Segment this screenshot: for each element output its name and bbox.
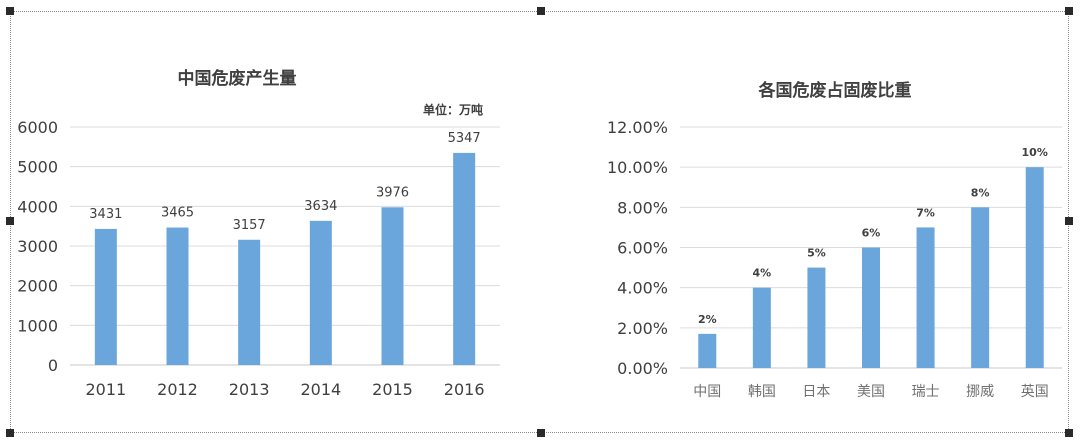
- data-label: 4%: [753, 267, 772, 280]
- bar-英国: [1025, 167, 1044, 368]
- bars: [698, 167, 1044, 368]
- y-tick-label: 0.00%: [617, 359, 668, 378]
- data-label: 5%: [807, 247, 826, 260]
- x-tick-label: 中国: [693, 384, 721, 400]
- resize-handle-bottom-left[interactable]: [6, 429, 14, 437]
- bar-中国: [698, 333, 717, 368]
- data-labels: 2% 4% 5% 6% 7% 8% 10%: [698, 146, 1048, 326]
- y-tick-label: 6000: [17, 118, 58, 137]
- x-tick-label: 美国: [857, 384, 885, 400]
- x-axis-tick-labels: 2011 2012 2013 2014 2015 2016: [85, 380, 484, 399]
- bar-2013: [238, 239, 261, 365]
- hazardous-waste-output-chart: 中国危废产生量 单位：万吨 0100020003000400050006000 …: [17, 68, 500, 399]
- bar-2016: [453, 152, 476, 365]
- data-label: 3976: [376, 185, 409, 200]
- y-tick-label: 12.00%: [607, 118, 668, 137]
- x-axis-tick-labels: 中国 韩国 日本 美国 瑞士 挪威 英国: [693, 383, 1048, 400]
- resize-handle-bottom-right[interactable]: [1065, 429, 1073, 437]
- y-tick-label: 2.00%: [617, 319, 668, 338]
- resize-handle-middle-right[interactable]: [1065, 217, 1073, 225]
- data-label: 6%: [862, 227, 881, 240]
- bar-2011: [94, 228, 117, 365]
- resize-handle-top-left[interactable]: [6, 7, 14, 15]
- data-label: 10%: [1022, 146, 1048, 159]
- resize-handle-bottom-middle[interactable]: [537, 429, 545, 437]
- data-labels: 3431 3465 3157 3634 3976 5347: [89, 131, 480, 233]
- bars: [94, 152, 476, 365]
- x-tick-label: 韩国: [748, 384, 776, 400]
- bar-挪威: [971, 207, 990, 368]
- bar-2014: [309, 220, 332, 365]
- data-label: 7%: [916, 206, 935, 219]
- bar-瑞士: [916, 227, 935, 368]
- y-tick-label: 5000: [17, 158, 58, 177]
- x-tick-label: 2012: [157, 380, 198, 399]
- x-tick-label: 2011: [85, 380, 126, 399]
- y-axis-tick-labels: 0.00% 2.00% 4.00% 6.00% 8.00% 10.00% 12.00%: [607, 118, 668, 378]
- x-tick-label: 英国: [1021, 383, 1049, 400]
- data-label: 3157: [233, 218, 266, 233]
- x-tick-label: 挪威: [966, 384, 994, 400]
- unit-note: 单位：万吨: [423, 102, 483, 117]
- chart-title: 中国危废产生量: [178, 68, 297, 89]
- x-tick-label: 日本: [802, 384, 830, 400]
- data-label: 8%: [971, 186, 990, 199]
- y-tick-label: 1000: [17, 316, 58, 335]
- resize-handle-top-right[interactable]: [1065, 7, 1073, 15]
- y-tick-label: 2000: [17, 277, 58, 296]
- y-axis-tick-labels: 0 1000 2000 3000 4000 5000 6000: [17, 118, 58, 375]
- data-label: 3634: [304, 199, 337, 214]
- x-tick-label: 瑞士: [912, 384, 940, 400]
- bar-日本: [807, 267, 826, 368]
- x-tick-label: 2014: [300, 380, 341, 399]
- data-label: 2%: [698, 313, 717, 326]
- bar-2012: [166, 227, 189, 365]
- data-label: 3431: [89, 207, 122, 222]
- y-tick-label: 10.00%: [607, 158, 668, 177]
- data-label: 5347: [448, 131, 481, 146]
- y-tick-label: 0: [48, 356, 58, 375]
- resize-handle-top-middle[interactable]: [537, 7, 545, 15]
- y-tick-label: 8.00%: [617, 198, 668, 217]
- data-label: 3465: [161, 206, 194, 221]
- bar-美国: [862, 247, 880, 368]
- y-tick-label: 3000: [17, 237, 58, 256]
- x-tick-label: 2015: [372, 380, 413, 399]
- bar-2015: [381, 207, 404, 365]
- hazardous-waste-share-chart: 各国危废占固废比重 0.00% 2.00% 4.00% 6.00% 8.00% 10.00…: [607, 80, 1062, 400]
- y-tick-label: 4.00%: [617, 279, 668, 298]
- bar-韩国: [752, 287, 771, 368]
- y-tick-label: 4000: [17, 197, 58, 216]
- x-tick-label: 2016: [444, 380, 485, 399]
- y-tick-label: 6.00%: [617, 239, 668, 258]
- resize-handle-middle-left[interactable]: [6, 217, 14, 225]
- chart-title: 各国危废占固废比重: [758, 80, 912, 101]
- gridlines: [70, 126, 500, 366]
- x-tick-label: 2013: [229, 380, 270, 399]
